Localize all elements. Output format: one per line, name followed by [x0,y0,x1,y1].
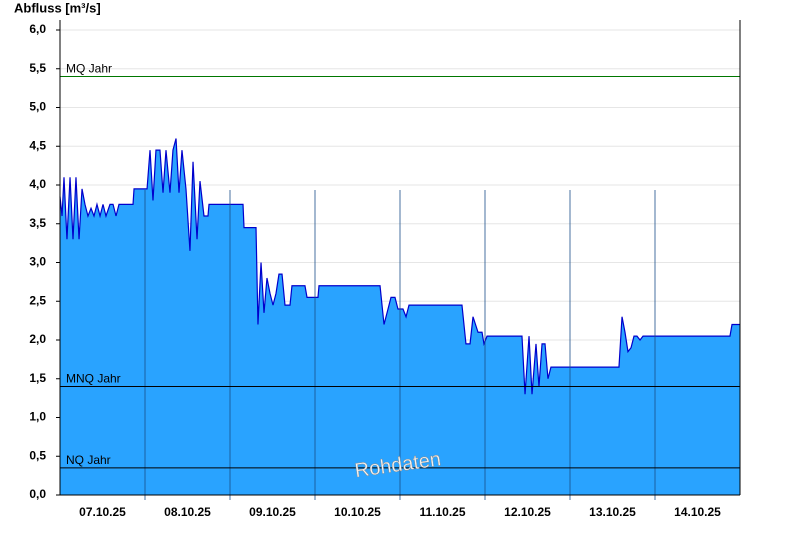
y-tick-label: 3,5 [29,216,46,230]
x-tick-label: 14.10.25 [674,505,721,519]
x-tick-label: 07.10.25 [79,505,126,519]
y-tick-label: 0,5 [29,448,46,462]
x-tick-label: 10.10.25 [334,505,381,519]
y-tick-label: 4,0 [29,177,46,191]
y-tick-label: 1,0 [29,410,46,424]
y-tick-label: 2,5 [29,293,46,307]
y-tick-label: 2,0 [29,332,46,346]
reference-label: MQ Jahr [66,62,112,76]
y-tick-label: 0,0 [29,487,46,501]
y-tick-label: 5,0 [29,100,46,114]
x-tick-label: 13.10.25 [589,505,636,519]
y-tick-label: 6,0 [29,22,46,36]
x-tick-label: 11.10.25 [419,505,465,519]
x-tick-label: 09.10.25 [249,505,296,519]
x-tick-label: 12.10.25 [504,505,551,519]
y-tick-label: 3,0 [29,255,46,269]
y-tick-label: 1,5 [29,371,46,385]
area-line [59,138,740,395]
y-tick-label: 4,5 [29,138,46,152]
reference-label: NQ Jahr [66,453,111,467]
y-axis-label: Abfluss [m³/s] [14,0,101,15]
x-tick-label: 08.10.25 [164,505,211,519]
reference-label: MNQ Jahr [66,372,121,386]
y-tick-label: 5,5 [29,61,46,75]
